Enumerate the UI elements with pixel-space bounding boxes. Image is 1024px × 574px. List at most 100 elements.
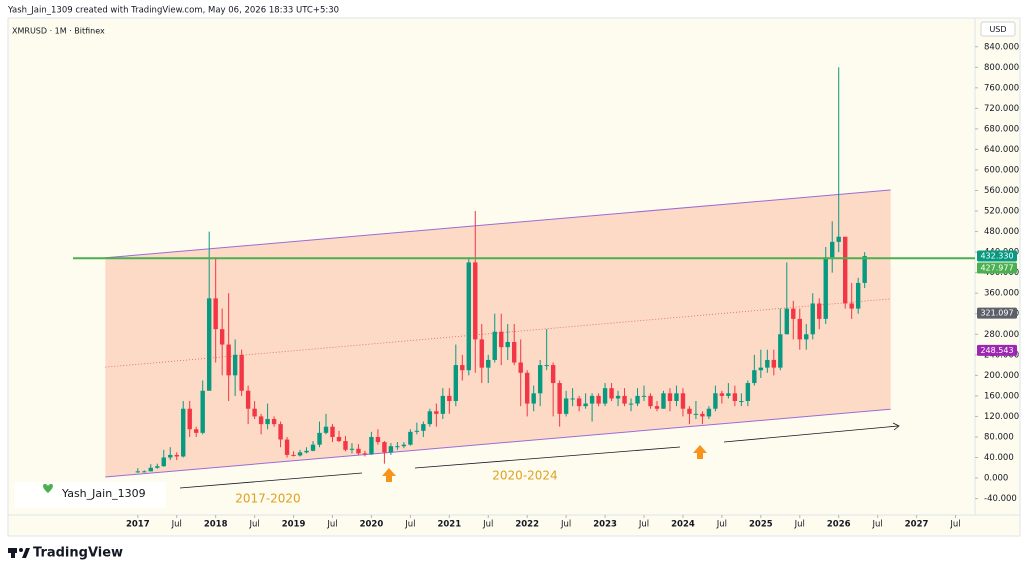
- y-tick-label: -40.000: [984, 494, 1017, 504]
- plot: [73, 67, 975, 478]
- price-label-box: [977, 307, 1017, 319]
- candle-body: [700, 413, 705, 417]
- candle-body: [232, 354, 238, 376]
- trend-arrow-mid: [414, 446, 681, 469]
- candle-body: [732, 393, 738, 402]
- x-tick-label: 2018: [204, 520, 228, 530]
- candle-body: [576, 398, 582, 407]
- candle-body: [226, 344, 231, 376]
- y-tick-label: 560.000: [984, 186, 1019, 196]
- candle-body: [369, 436, 374, 455]
- candle-body: [213, 298, 218, 330]
- candle-body: [479, 339, 484, 368]
- candle-body: [155, 466, 160, 468]
- candle-body: [784, 308, 789, 335]
- channel-upper: [105, 189, 891, 259]
- price-label-box: [977, 250, 1017, 262]
- channel-lower: [105, 408, 891, 478]
- y-tick-label: 840.000: [984, 42, 1019, 52]
- candle-body: [206, 298, 212, 391]
- credit: Yash_Jain_1309 created with TradingView.…: [7, 6, 339, 16]
- candle-body: [408, 431, 413, 445]
- candle-body: [648, 395, 653, 407]
- y-tick-label: 280.000: [984, 330, 1019, 340]
- x-tick-label: Jul: [248, 520, 259, 530]
- candle-body: [550, 365, 556, 384]
- candle-body: [855, 282, 861, 309]
- y-tick-label: 160.000: [984, 391, 1019, 401]
- candle-body: [336, 436, 342, 442]
- candle-body: [791, 308, 796, 319]
- candle-body: [589, 395, 595, 404]
- candle-body: [687, 408, 692, 414]
- candle-body: [531, 393, 536, 404]
- candle-body: [323, 426, 329, 433]
- candle-body: [271, 418, 277, 425]
- candle-body: [181, 408, 186, 457]
- candle-body: [596, 395, 601, 404]
- x-tick-label: Jul: [404, 520, 415, 530]
- y-tick-label: 80.000: [984, 432, 1014, 442]
- y-tick-label: 720.000: [984, 104, 1019, 114]
- x-tick-label: Jul: [872, 520, 883, 530]
- candle-body: [765, 359, 770, 368]
- candle-body: [174, 454, 179, 457]
- trend-arrow-left: [179, 472, 363, 489]
- currency-box: [980, 21, 1016, 37]
- y-tick-label: 640.000: [984, 145, 1019, 155]
- candle-body: [460, 365, 465, 371]
- y-tick-label: 360.000: [984, 289, 1019, 299]
- candle-body: [726, 393, 731, 396]
- y-tick-label: 120.000: [984, 412, 1019, 422]
- candle-body: [628, 403, 634, 405]
- price-label: 432.330: [980, 252, 1013, 261]
- candle-body: [421, 424, 426, 431]
- candle-body: [739, 401, 744, 403]
- candle-body: [375, 436, 381, 443]
- candle-body: [615, 395, 621, 399]
- x-tick-label: Jul: [638, 520, 649, 530]
- candle-body: [434, 411, 439, 414]
- candle-body: [810, 303, 815, 335]
- arrow-up-2020: [382, 468, 396, 482]
- watermark: Yash_Jain_1309: [61, 487, 146, 500]
- x-tick-label: 2017: [126, 520, 150, 530]
- candle-body: [453, 365, 459, 402]
- y-tick-label: 0.000: [984, 474, 1008, 484]
- candle-body: [304, 450, 309, 453]
- candle-body: [771, 359, 777, 368]
- candle-body: [830, 241, 835, 258]
- candle-body: [849, 303, 854, 309]
- currency: USD: [989, 25, 1006, 34]
- candle-body: [654, 406, 660, 409]
- candle-body: [778, 334, 783, 368]
- y-tick-label: 40.000: [984, 453, 1014, 463]
- candle-body: [524, 372, 530, 404]
- candle-body: [713, 393, 718, 409]
- arrow-up-2024: [693, 445, 707, 459]
- candle-body: [706, 408, 712, 417]
- price-label-box: [977, 262, 1017, 274]
- candle-body: [557, 383, 562, 414]
- x-tick-label: Jul: [482, 520, 493, 530]
- candle-body: [473, 262, 478, 340]
- x-tick-label: 2025: [749, 520, 773, 530]
- x-tick-label: 2023: [593, 520, 617, 530]
- candle-body: [356, 448, 361, 454]
- candle-body: [752, 370, 757, 384]
- candle-body: [823, 257, 828, 319]
- candle-body: [317, 432, 322, 445]
- candle-body: [466, 262, 471, 371]
- candle-body: [395, 446, 400, 448]
- x-tick-label: Jul: [560, 520, 571, 530]
- candle-body: [486, 359, 491, 368]
- candle-body: [537, 365, 543, 394]
- x-tick-label: Jul: [171, 520, 182, 530]
- price-label: 321.097: [980, 309, 1013, 318]
- x-tick-label: 2027: [905, 520, 929, 530]
- candle-body: [505, 341, 510, 348]
- y-tick-label: 480.000: [984, 227, 1019, 237]
- candle-body: [609, 388, 614, 399]
- candle-body: [349, 448, 355, 450]
- y-tick-label: 680.000: [984, 124, 1019, 134]
